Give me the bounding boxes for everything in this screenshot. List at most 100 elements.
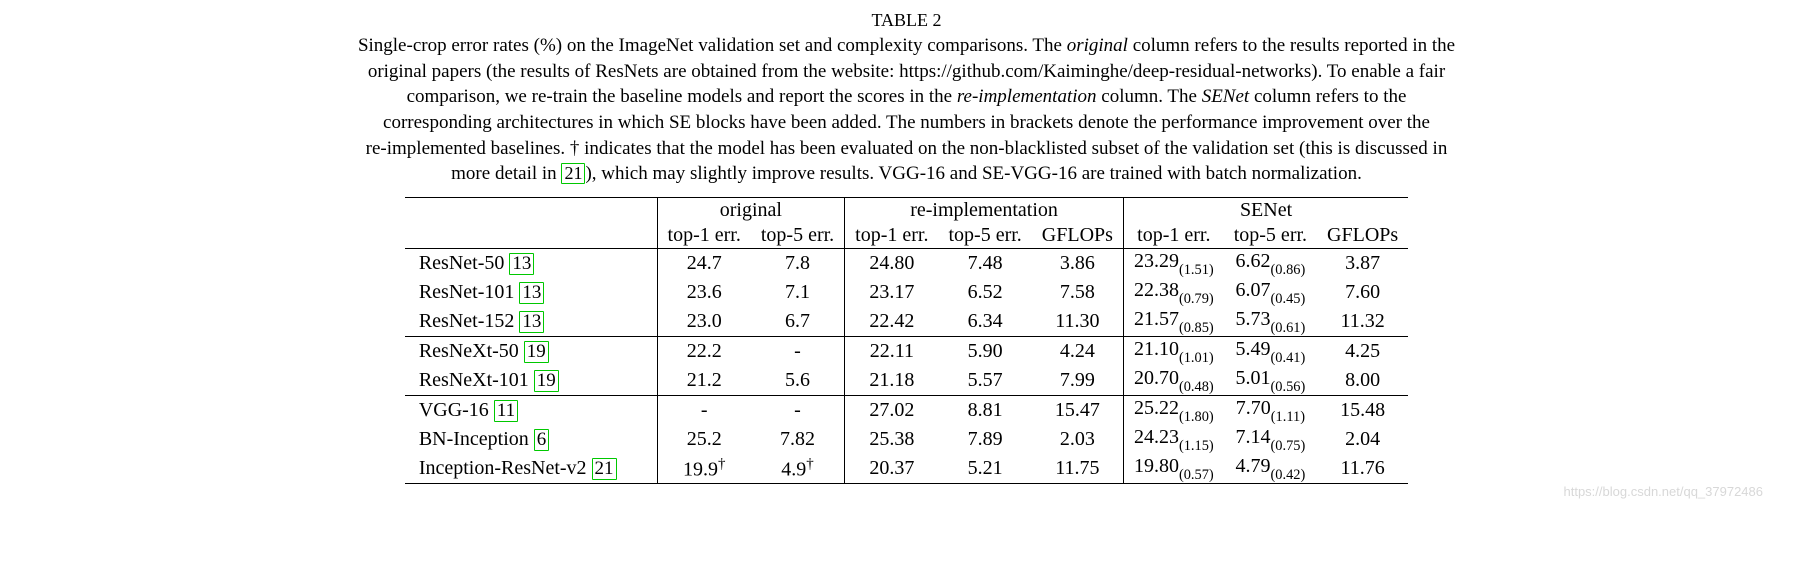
model-name: BN-Inception 6 [405, 425, 657, 454]
citation-link[interactable]: 19 [524, 341, 549, 363]
value-cell: 8.00 [1317, 366, 1408, 396]
header-group-original: original [657, 197, 845, 223]
value-cell: 20.37 [845, 454, 939, 484]
value-cell: 24.23(1.15) [1123, 425, 1223, 454]
value-cell: 4.79(0.42) [1224, 454, 1317, 484]
caption-text: Single-crop error rates (%) on the Image… [358, 35, 1067, 56]
value-cell: - [751, 395, 845, 425]
citation-link[interactable]: 11 [494, 400, 518, 422]
value-cell: 20.70(0.48) [1123, 366, 1223, 396]
model-name: VGG-16 11 [405, 395, 657, 425]
value-cell: 3.87 [1317, 248, 1408, 278]
table-row: ResNeXt-101 1921.25.621.185.577.9920.70(… [405, 366, 1408, 396]
value-cell: 7.8 [751, 248, 845, 278]
citation-link[interactable]: 13 [519, 311, 544, 333]
citation-link[interactable]: 13 [509, 253, 534, 275]
value-cell: 15.48 [1317, 395, 1408, 425]
value-cell: 11.75 [1032, 454, 1124, 484]
model-name: Inception-ResNet-v2 21 [405, 454, 657, 484]
model-name: ResNeXt-101 19 [405, 366, 657, 396]
value-cell: - [657, 395, 751, 425]
value-cell: 6.07(0.45) [1224, 278, 1317, 307]
watermark-text: https://blog.csdn.net/qq_37972486 [1564, 484, 1764, 499]
caption-text: re-implemented baselines. † indicates th… [366, 138, 1448, 159]
value-cell: 5.57 [938, 366, 1031, 396]
value-cell: 7.89 [938, 425, 1031, 454]
value-cell: 15.47 [1032, 395, 1124, 425]
value-cell: 5.21 [938, 454, 1031, 484]
empty-header [405, 223, 657, 249]
header-top1: top-1 err. [657, 223, 751, 249]
value-cell: 25.22(1.80) [1123, 395, 1223, 425]
header-top1: top-1 err. [1123, 223, 1223, 249]
value-cell: 5.90 [938, 336, 1031, 366]
table-caption: Single-crop error rates (%) on the Image… [40, 33, 1773, 187]
value-cell: 22.2 [657, 336, 751, 366]
table-row: ResNet-152 1323.06.722.426.3411.3021.57(… [405, 307, 1408, 337]
value-cell: 7.14(0.75) [1224, 425, 1317, 454]
value-cell: 7.1 [751, 278, 845, 307]
model-name: ResNet-152 13 [405, 307, 657, 337]
table-row: VGG-16 11--27.028.8115.4725.22(1.80)7.70… [405, 395, 1408, 425]
caption-italic: re-implementation [957, 86, 1097, 107]
value-cell: 7.99 [1032, 366, 1124, 396]
caption-text: column refers to the [1249, 86, 1406, 107]
table-label: TABLE 2 [40, 10, 1773, 31]
caption-text: ), which may slightly improve results. V… [585, 163, 1361, 184]
value-cell: 22.11 [845, 336, 939, 366]
value-cell: 2.04 [1317, 425, 1408, 454]
value-cell: 11.76 [1317, 454, 1408, 484]
value-cell: 6.62(0.86) [1224, 248, 1317, 278]
value-cell: 19.80(0.57) [1123, 454, 1223, 484]
value-cell: 27.02 [845, 395, 939, 425]
caption-text: column refers to the results reported in… [1128, 35, 1455, 56]
header-group-reimpl: re-implementation [845, 197, 1124, 223]
table-row: ResNet-101 1323.67.123.176.527.5822.38(0… [405, 278, 1408, 307]
value-cell: - [751, 336, 845, 366]
value-cell: 23.17 [845, 278, 939, 307]
results-table: original re-implementation SENet top-1 e… [405, 197, 1408, 484]
value-cell: 22.38(0.79) [1123, 278, 1223, 307]
value-cell: 5.01(0.56) [1224, 366, 1317, 396]
value-cell: 6.52 [938, 278, 1031, 307]
value-cell: 4.9† [751, 454, 845, 484]
value-cell: 6.7 [751, 307, 845, 337]
header-top5: top-5 err. [938, 223, 1031, 249]
citation-link[interactable]: 21 [561, 163, 585, 184]
value-cell: 21.57(0.85) [1123, 307, 1223, 337]
citation-link[interactable]: 13 [519, 282, 544, 304]
value-cell: 4.24 [1032, 336, 1124, 366]
caption-italic: original [1067, 35, 1128, 56]
value-cell: 24.80 [845, 248, 939, 278]
value-cell: 21.10(1.01) [1123, 336, 1223, 366]
header-top1: top-1 err. [845, 223, 939, 249]
value-cell: 4.25 [1317, 336, 1408, 366]
caption-text: original papers (the results of ResNets … [368, 61, 1445, 82]
value-cell: 5.73(0.61) [1224, 307, 1317, 337]
value-cell: 25.2 [657, 425, 751, 454]
value-cell: 23.0 [657, 307, 751, 337]
value-cell: 7.58 [1032, 278, 1124, 307]
caption-text: more detail in [451, 163, 561, 184]
value-cell: 21.18 [845, 366, 939, 396]
citation-link[interactable]: 19 [534, 370, 559, 392]
caption-text: column. The [1097, 86, 1202, 107]
header-gflops: GFLOPs [1317, 223, 1408, 249]
citation-link[interactable]: 6 [534, 429, 550, 451]
header-top5: top-5 err. [1224, 223, 1317, 249]
table-row: ResNeXt-50 1922.2-22.115.904.2421.10(1.0… [405, 336, 1408, 366]
citation-link[interactable]: 21 [592, 458, 617, 480]
value-cell: 19.9† [657, 454, 751, 484]
value-cell: 23.6 [657, 278, 751, 307]
value-cell: 5.49(0.41) [1224, 336, 1317, 366]
value-cell: 8.81 [938, 395, 1031, 425]
value-cell: 11.30 [1032, 307, 1124, 337]
caption-text: corresponding architectures in which SE … [383, 112, 1430, 133]
value-cell: 3.86 [1032, 248, 1124, 278]
header-group-senet: SENet [1123, 197, 1408, 223]
caption-text: comparison, we re-train the baseline mod… [407, 86, 957, 107]
value-cell: 21.2 [657, 366, 751, 396]
value-cell: 24.7 [657, 248, 751, 278]
model-name: ResNet-101 13 [405, 278, 657, 307]
value-cell: 2.03 [1032, 425, 1124, 454]
